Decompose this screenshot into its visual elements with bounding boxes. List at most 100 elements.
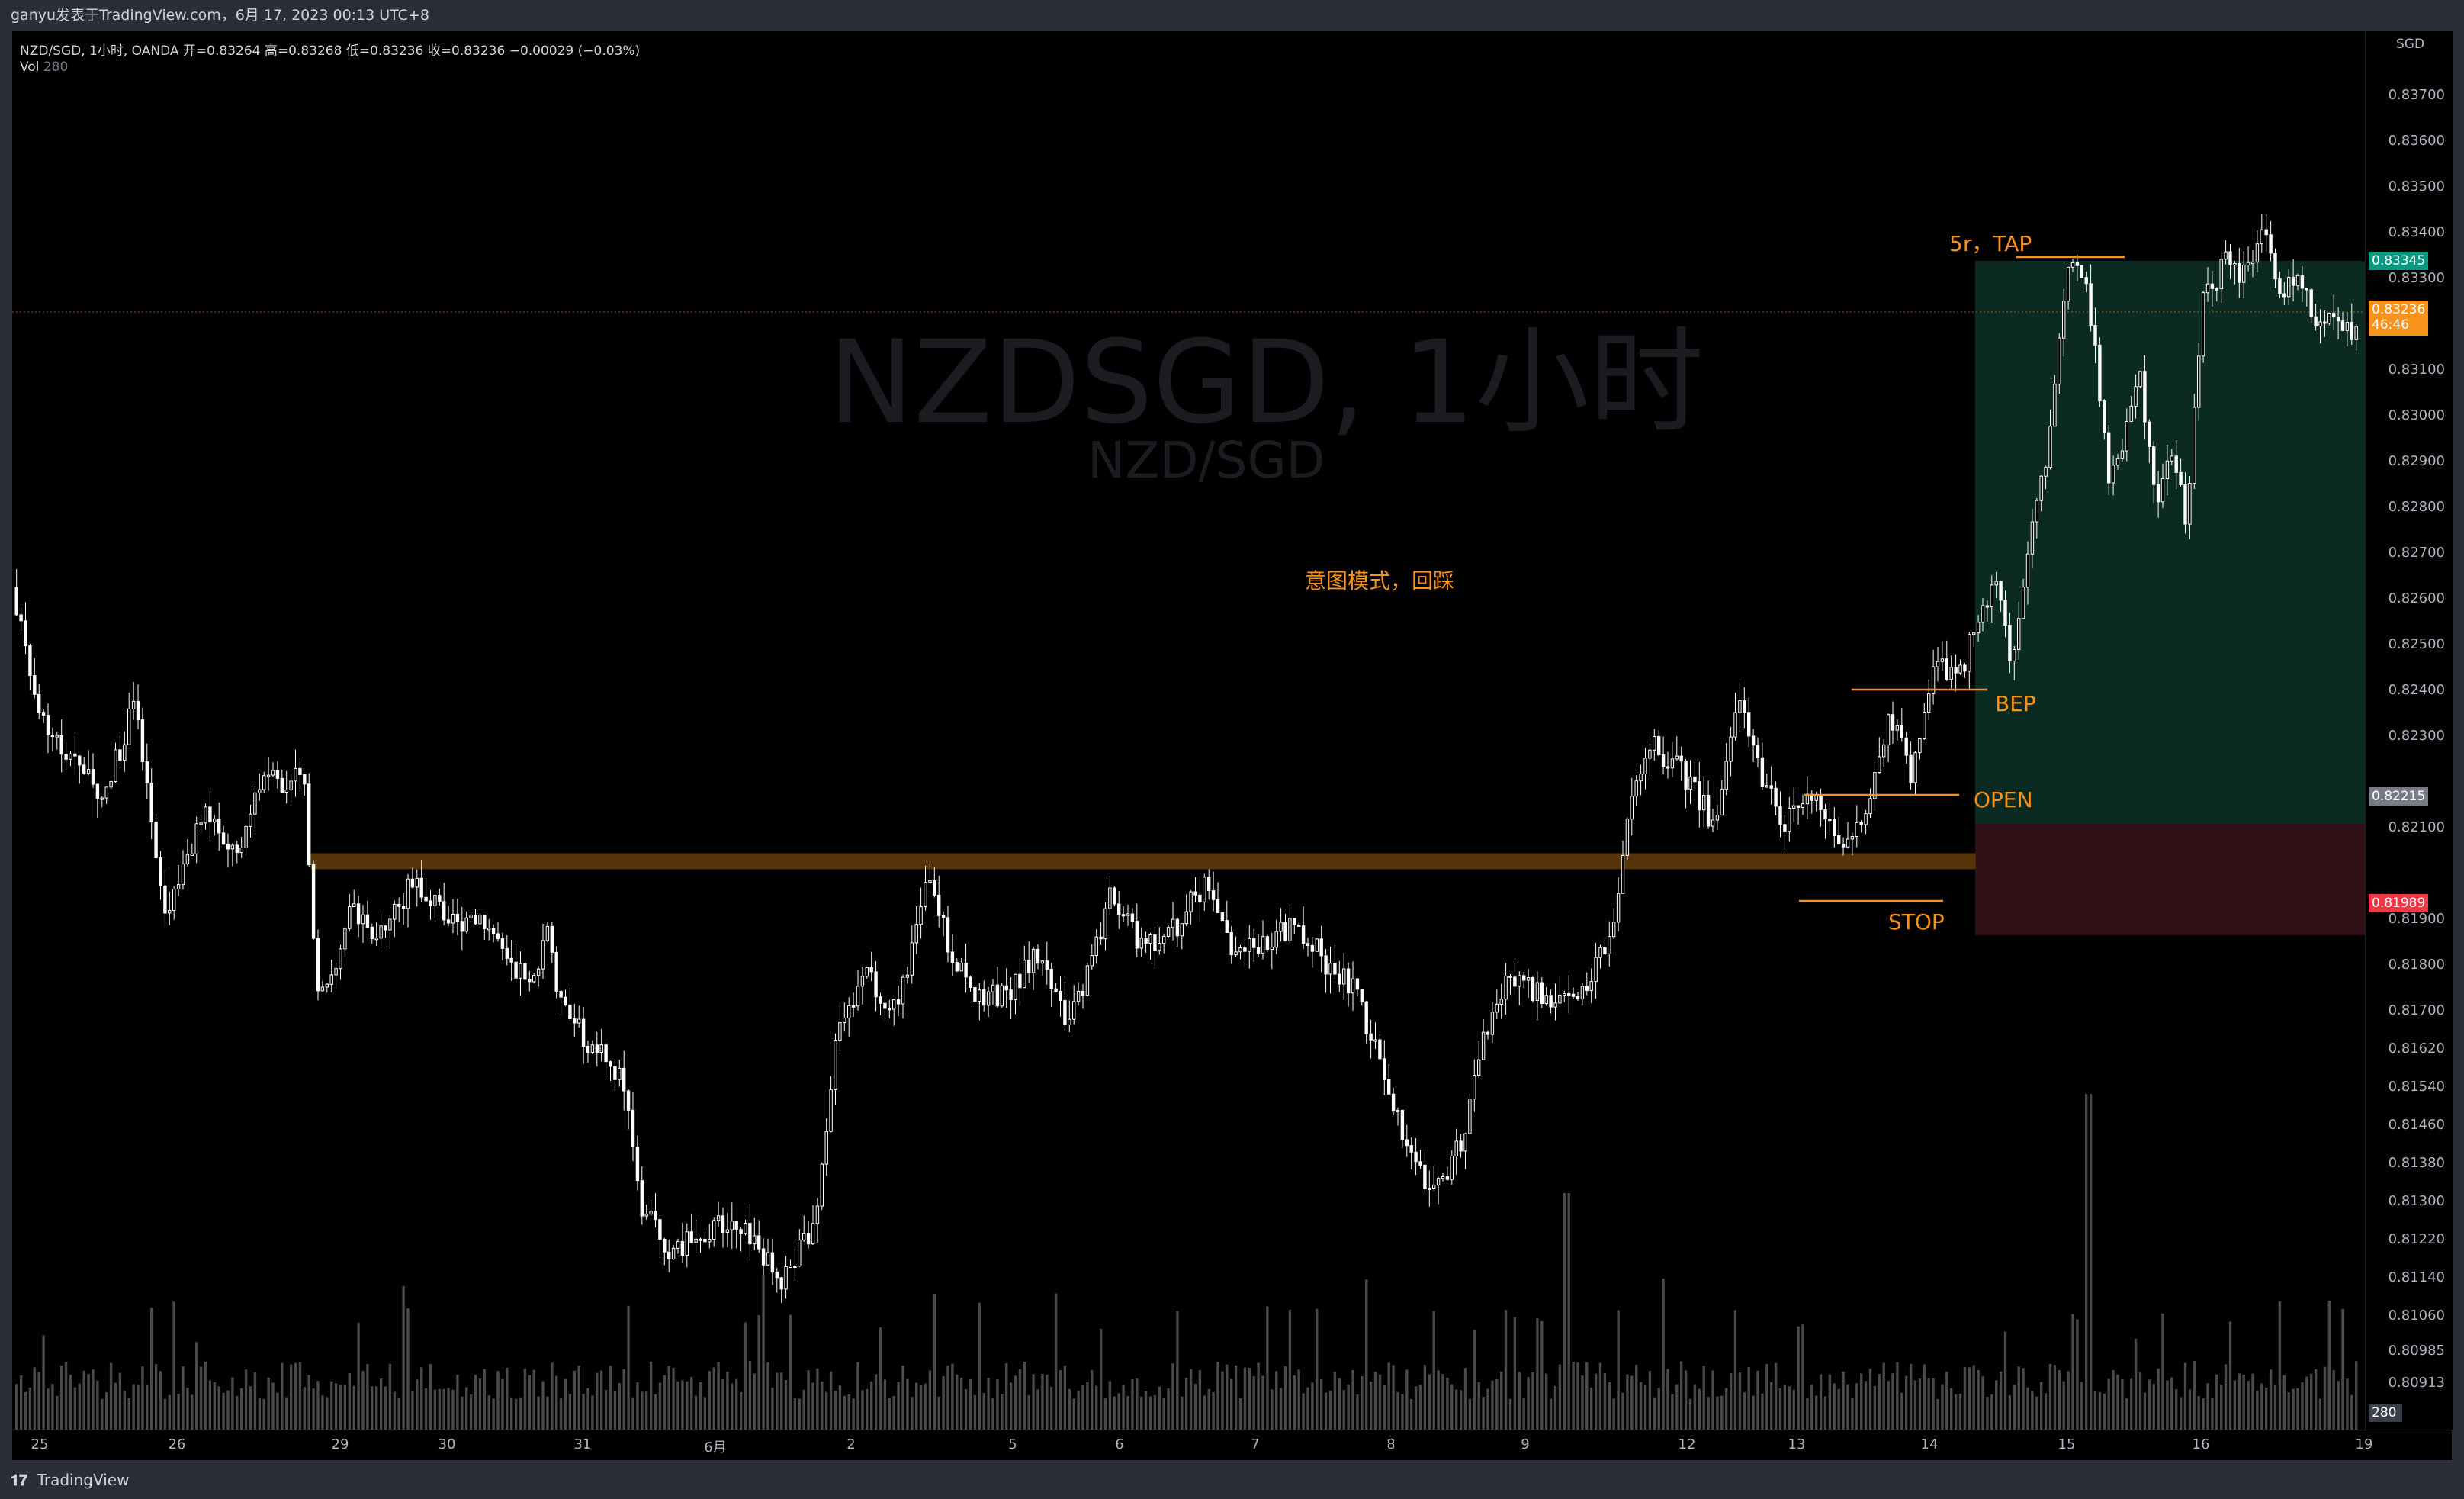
price-tick: 0.81460 bbox=[2388, 1117, 2445, 1133]
candle-body bbox=[1207, 877, 1211, 892]
candle-body bbox=[239, 847, 243, 854]
volume-bar bbox=[118, 1372, 122, 1430]
volume-bar bbox=[551, 1362, 554, 1430]
candle-body bbox=[609, 1061, 612, 1067]
volume-bar bbox=[258, 1398, 261, 1430]
volume-bar bbox=[956, 1374, 959, 1430]
volume-bar bbox=[177, 1394, 180, 1430]
volume-bar bbox=[1761, 1393, 1764, 1430]
candle-body bbox=[1580, 986, 1585, 1000]
volume-bar bbox=[1091, 1370, 1094, 1430]
candle-body bbox=[1999, 581, 2003, 601]
chart-pane[interactable]: NZDSGD, 1小时 NZD/SGD NZD/SGD, 1小时, OANDA … bbox=[12, 31, 2365, 1430]
candle-body bbox=[946, 917, 950, 953]
candle-body bbox=[446, 919, 451, 924]
volume-bar bbox=[1711, 1370, 1714, 1430]
volume-bar bbox=[1684, 1370, 1688, 1430]
candle-body bbox=[289, 780, 293, 791]
candle-body bbox=[303, 774, 307, 785]
candle-body bbox=[339, 948, 342, 970]
candle-body bbox=[2179, 471, 2183, 485]
volume-bar bbox=[2017, 1366, 2020, 1430]
volume-bar bbox=[37, 1372, 40, 1430]
candle-body bbox=[1819, 795, 1823, 810]
candle-body bbox=[460, 921, 464, 932]
candle-body bbox=[118, 749, 122, 761]
candle-body bbox=[2327, 313, 2331, 324]
bar-countdown: 46:46 bbox=[2372, 317, 2409, 333]
candle-body bbox=[815, 1205, 820, 1224]
volume-bar bbox=[892, 1396, 895, 1430]
volume-bar bbox=[416, 1379, 419, 1430]
candle-body bbox=[1045, 960, 1049, 970]
candle-body bbox=[622, 1067, 626, 1092]
candle-body bbox=[1549, 995, 1553, 1008]
volume-bar bbox=[2346, 1378, 2349, 1430]
volume-bar bbox=[1986, 1397, 1989, 1430]
candle-body bbox=[1679, 755, 1683, 762]
volume-bar bbox=[330, 1381, 333, 1430]
volume-bar bbox=[1144, 1391, 1148, 1430]
candle-body bbox=[1823, 809, 1827, 820]
candle-body bbox=[1711, 819, 1715, 827]
volume-bar bbox=[879, 1327, 882, 1430]
candle-body bbox=[1891, 714, 1895, 731]
volume-bar bbox=[2179, 1397, 2183, 1430]
price-tick: 0.81220 bbox=[2388, 1231, 2445, 1247]
candle-body bbox=[2183, 484, 2187, 525]
candle-body bbox=[1927, 693, 1931, 713]
volume-bar bbox=[465, 1387, 468, 1430]
volume-bar bbox=[1423, 1365, 1427, 1430]
candle-body bbox=[595, 1044, 599, 1053]
volume-bar bbox=[1576, 1362, 1579, 1430]
volume-bar bbox=[1536, 1318, 1539, 1430]
candle-body bbox=[2215, 288, 2219, 291]
candle-body bbox=[2197, 355, 2201, 408]
time-axis[interactable]: 25 26 29 30 31 6月 2 5 6 7 8 9 12 13 14 15 16 19 bbox=[12, 1430, 2452, 1461]
volume-bar bbox=[2062, 1381, 2065, 1430]
candle-body bbox=[950, 951, 955, 963]
volume-bar bbox=[92, 1369, 95, 1430]
price-axis[interactable]: SGD 0.83700 0.83600 0.83500 0.83400 0.83300 0… bbox=[2365, 31, 2453, 1430]
volume-bar bbox=[1941, 1384, 1944, 1430]
candle-body bbox=[1760, 757, 1765, 787]
candle-body bbox=[969, 976, 972, 989]
price-tick: 0.82500 bbox=[2388, 636, 2445, 652]
candle-body bbox=[37, 693, 41, 713]
candle-body bbox=[1351, 978, 1355, 994]
candle-body bbox=[1378, 1039, 1382, 1060]
candle-body bbox=[1400, 1110, 1405, 1140]
volume-bar bbox=[1594, 1373, 1598, 1430]
candle-body bbox=[509, 957, 513, 963]
volume-bar bbox=[379, 1378, 383, 1430]
candle-body bbox=[1103, 908, 1107, 940]
candle-body bbox=[325, 983, 329, 988]
volume-bar bbox=[2143, 1392, 2147, 1430]
candle-body bbox=[802, 1233, 806, 1240]
volume-bar bbox=[141, 1366, 144, 1430]
volume-bar bbox=[1752, 1395, 1755, 1430]
price-chart[interactable] bbox=[12, 31, 2365, 1430]
candle-body bbox=[644, 1214, 648, 1217]
candle-body bbox=[1508, 976, 1512, 979]
volume-bar bbox=[371, 1386, 374, 1430]
time-tick: 9 bbox=[1521, 1436, 1530, 1452]
volume-bar bbox=[1432, 1311, 1435, 1430]
candle-body bbox=[356, 903, 361, 925]
candle-body bbox=[262, 775, 266, 790]
candle-body bbox=[388, 918, 392, 931]
candle-body bbox=[1769, 785, 1773, 789]
volume-bar bbox=[802, 1389, 805, 1430]
volume-bar bbox=[127, 1398, 130, 1430]
volume-bar bbox=[294, 1362, 297, 1430]
candle-body bbox=[1904, 737, 1908, 756]
volume-bar bbox=[1653, 1397, 1656, 1430]
volume-bar bbox=[2125, 1398, 2128, 1430]
volume-bar bbox=[2269, 1369, 2273, 1430]
volume-legend-value: 280 bbox=[43, 60, 69, 75]
volume-bar bbox=[487, 1395, 490, 1430]
volume-bar bbox=[483, 1369, 486, 1430]
volume-bar bbox=[1819, 1374, 1823, 1430]
volume-bar bbox=[321, 1395, 324, 1430]
volume-bar bbox=[2265, 1387, 2268, 1430]
